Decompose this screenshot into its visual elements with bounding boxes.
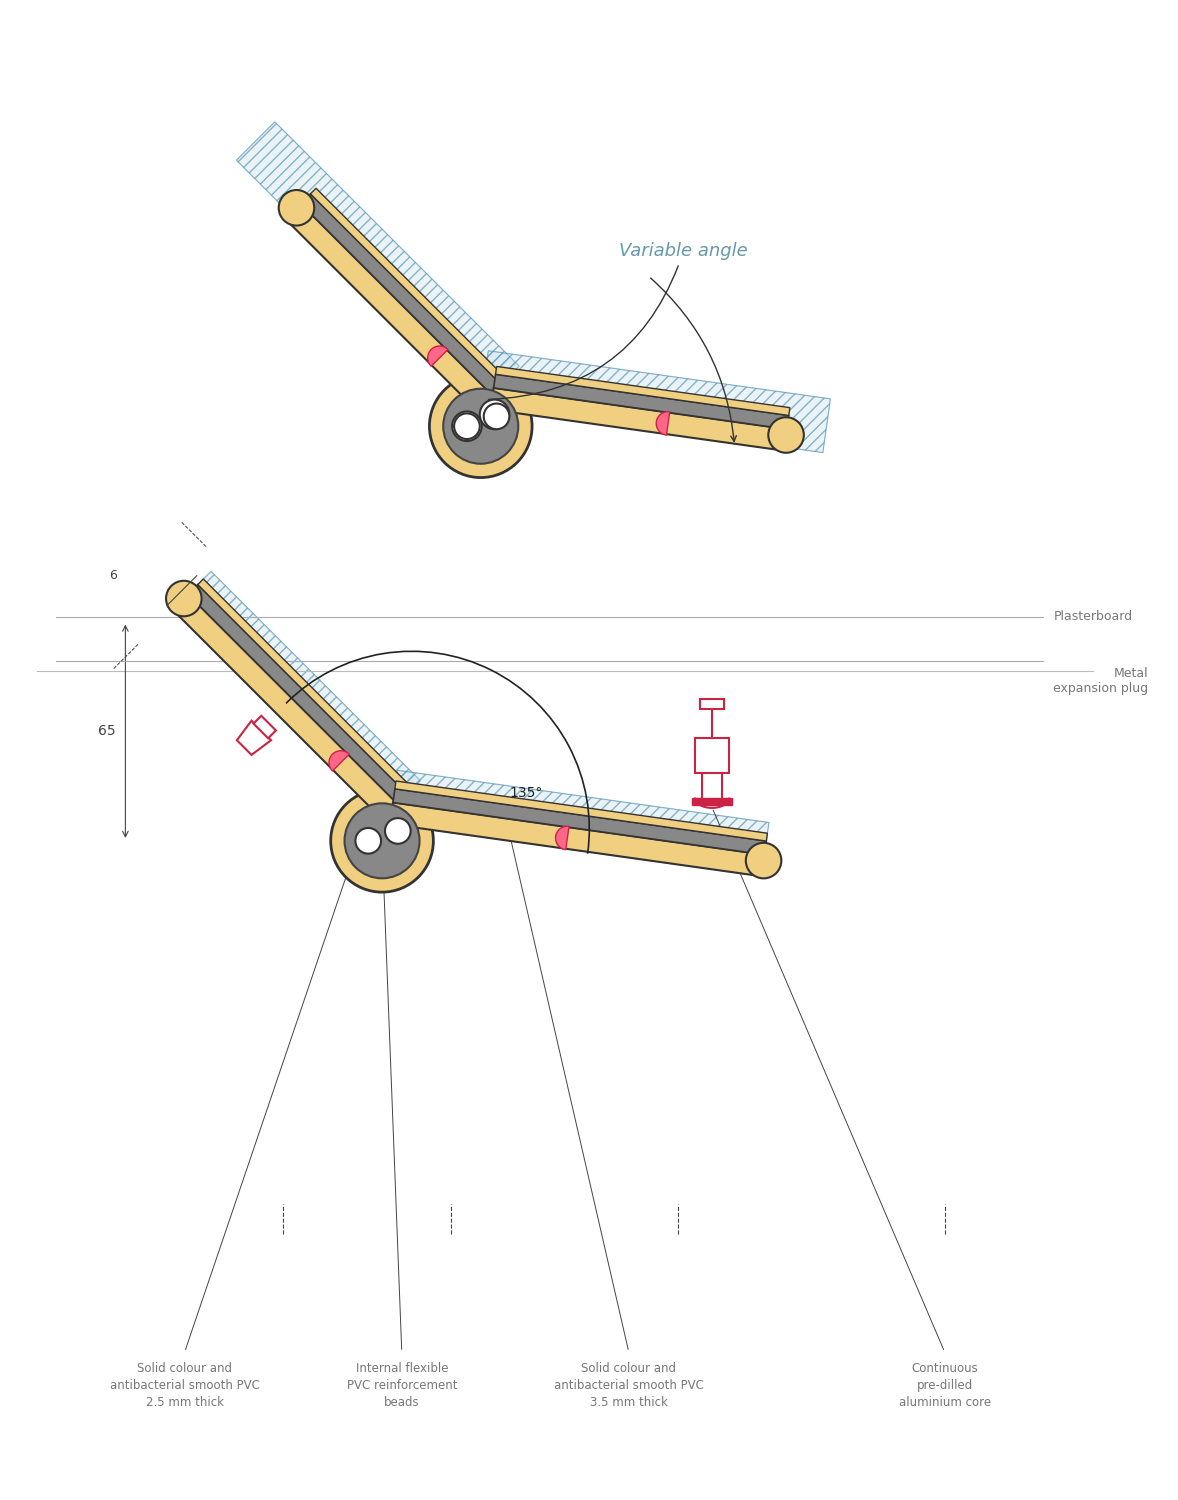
Polygon shape: [390, 802, 765, 876]
Circle shape: [768, 417, 803, 453]
Polygon shape: [173, 594, 397, 819]
Text: Continuous
pre-dilled
aluminium core: Continuous pre-dilled aluminium core: [899, 1362, 991, 1408]
Polygon shape: [188, 585, 408, 804]
Circle shape: [479, 399, 509, 429]
Text: Solid colour and
antibacterial smooth PVC
2.5 mm thick: Solid colour and antibacterial smooth PV…: [110, 1362, 259, 1408]
Polygon shape: [395, 782, 767, 842]
Polygon shape: [300, 194, 505, 399]
Polygon shape: [198, 579, 412, 794]
Circle shape: [356, 828, 380, 854]
Text: Metal
expansion plug: Metal expansion plug: [1053, 668, 1149, 694]
Polygon shape: [490, 388, 787, 450]
Polygon shape: [253, 716, 276, 738]
Circle shape: [443, 388, 518, 464]
Polygon shape: [173, 572, 421, 819]
Polygon shape: [237, 720, 271, 754]
Text: 6: 6: [110, 568, 118, 582]
Polygon shape: [494, 375, 789, 429]
Circle shape: [484, 404, 509, 429]
Circle shape: [454, 414, 479, 440]
Circle shape: [452, 411, 482, 441]
Text: Solid colour and
antibacterial smooth PVC
3.5 mm thick: Solid colour and antibacterial smooth PV…: [554, 1362, 703, 1408]
Circle shape: [331, 789, 434, 892]
Polygon shape: [481, 351, 830, 453]
Text: Plasterboard: Plasterboard: [1053, 610, 1132, 622]
Circle shape: [166, 580, 201, 616]
Wedge shape: [428, 346, 448, 366]
Circle shape: [344, 804, 419, 879]
Circle shape: [430, 375, 532, 477]
Text: 65: 65: [98, 724, 115, 738]
Polygon shape: [285, 204, 496, 414]
Polygon shape: [390, 771, 769, 876]
Circle shape: [279, 190, 315, 225]
Wedge shape: [329, 750, 349, 771]
Bar: [695, 738, 729, 772]
Bar: [693, 798, 732, 806]
Text: 135°: 135°: [509, 786, 543, 801]
Polygon shape: [311, 188, 511, 390]
Text: Internal flexible
PVC reinforcement
beads: Internal flexible PVC reinforcement bead…: [346, 1362, 457, 1408]
Wedge shape: [656, 411, 670, 435]
Polygon shape: [237, 122, 519, 405]
Wedge shape: [556, 827, 569, 849]
Text: Variable angle: Variable angle: [489, 243, 748, 399]
Polygon shape: [496, 366, 790, 416]
Bar: [700, 699, 724, 708]
Circle shape: [746, 843, 781, 879]
Circle shape: [385, 818, 411, 844]
Polygon shape: [393, 789, 767, 855]
